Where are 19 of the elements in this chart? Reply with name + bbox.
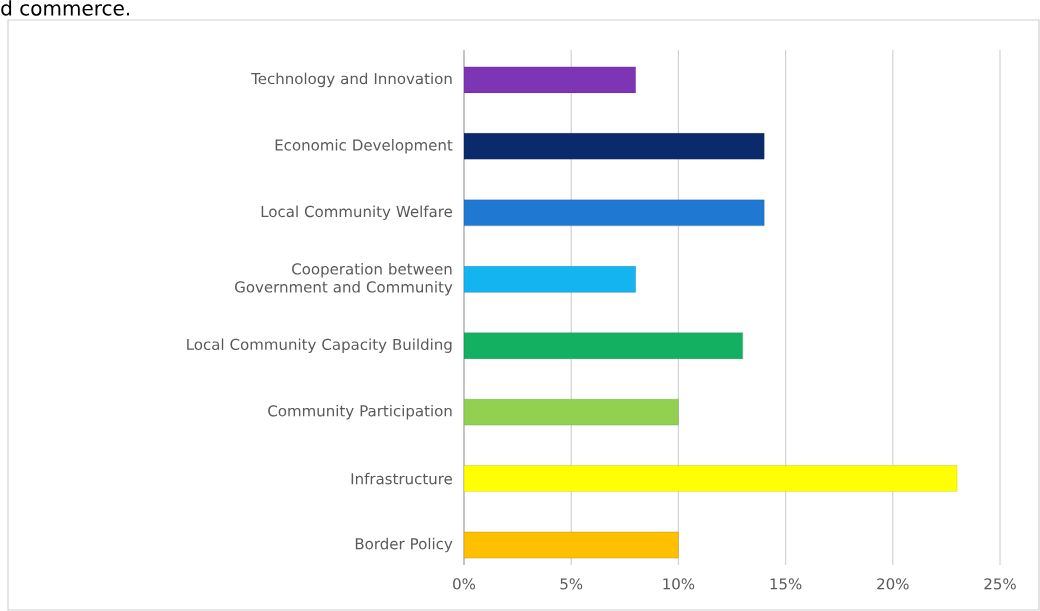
bar xyxy=(464,266,636,293)
y-tick-label: Community Participation xyxy=(268,404,452,420)
x-tick-label: 5% xyxy=(560,578,583,590)
y-tick-label: Infrastructure xyxy=(351,472,452,485)
y-tick-label: Economic Development xyxy=(275,139,453,154)
y-tick-label: Border Policy xyxy=(355,537,453,553)
y-tick-label: Cooperation between Government and Community xyxy=(235,263,453,296)
x-tick-label: 20% xyxy=(877,578,909,590)
x-tick-label: 0% xyxy=(453,578,476,590)
y-tick-label: Technology and Innovation xyxy=(251,72,452,88)
x-tick-label: 25% xyxy=(984,578,1016,590)
x-tick-label: 10% xyxy=(663,578,695,590)
bar xyxy=(464,133,765,160)
bar xyxy=(464,465,958,492)
x-tick-label: 15% xyxy=(770,578,802,590)
y-tick-label: Local Community Capacity Building xyxy=(187,338,452,353)
text: d commerce. xyxy=(1,0,130,16)
bar xyxy=(464,66,636,94)
y-tick-label: Local Community Welfare xyxy=(261,205,453,221)
